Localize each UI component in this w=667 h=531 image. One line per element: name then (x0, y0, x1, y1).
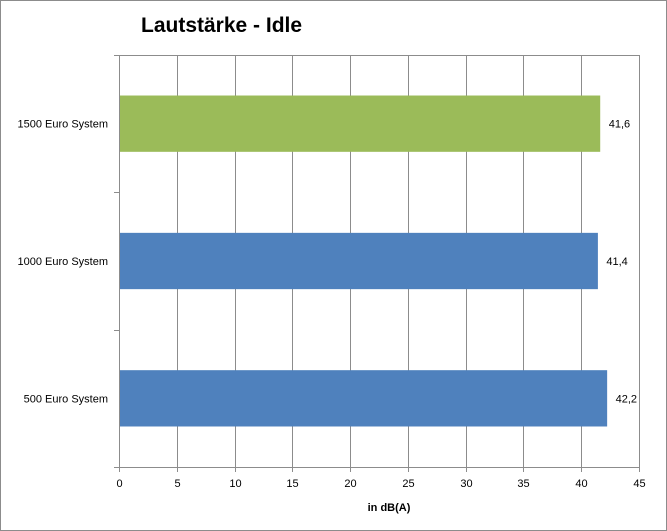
x-axis-title: in dB(A) (368, 502, 411, 514)
bar (119, 370, 608, 427)
data-label: 42,2 (616, 393, 637, 405)
data-label: 41,6 (609, 119, 630, 131)
x-tick-label: 5 (174, 478, 180, 490)
x-tick-label: 20 (344, 478, 356, 490)
bar (119, 95, 601, 152)
labels: 0 5 10 15 20 25 30 35 40 45 1500 Euro System 41,6 10… (18, 119, 646, 490)
chart-title: Lautstärke - Idle (141, 14, 302, 37)
bar (119, 232, 598, 290)
x-tick-label: 40 (575, 478, 587, 490)
bars (119, 95, 608, 427)
data-label: 41,4 (606, 256, 627, 268)
x-tick-label: 35 (517, 478, 529, 490)
category-label: 1000 Euro System (18, 256, 109, 268)
x-tick-label: 15 (286, 478, 298, 490)
x-tick-label: 25 (402, 478, 414, 490)
category-label: 500 Euro System (24, 393, 108, 405)
x-tick-label: 30 (460, 478, 472, 490)
x-tick-label: 0 (116, 478, 122, 490)
category-label: 1500 Euro System (18, 119, 109, 131)
x-tick-label: 45 (633, 478, 645, 490)
axes (114, 55, 640, 472)
x-tick-label: 10 (229, 478, 241, 490)
